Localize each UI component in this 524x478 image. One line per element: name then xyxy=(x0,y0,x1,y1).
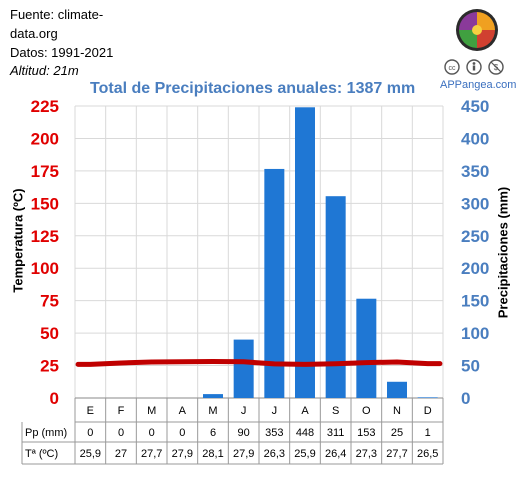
table-cell: 26,3 xyxy=(264,448,285,460)
table-cell: 0 xyxy=(87,427,93,439)
table-cell: 311 xyxy=(327,427,345,439)
left-tick-label: 125 xyxy=(31,227,59,246)
month-label: M xyxy=(147,405,156,417)
table-cell: 27,3 xyxy=(356,448,377,460)
month-label: M xyxy=(208,405,217,417)
table-cell: 353 xyxy=(265,427,283,439)
left-tick-label: 0 xyxy=(50,389,59,408)
appangea-logo-icon xyxy=(456,9,498,51)
left-tick-label: 25 xyxy=(40,357,59,376)
data-table: E F M A M J J A S O N D Pp (mm) 0 0 0 0 6 90 353 448 311 153 25… xyxy=(21,398,444,465)
data-period: Datos: 1991-2021 xyxy=(10,45,114,60)
month-label: N xyxy=(393,405,401,417)
precipitation-bar xyxy=(356,298,377,398)
precipitation-bar xyxy=(233,339,254,398)
left-axis: 0 25 50 75 100 125 150 175 200 225 xyxy=(31,97,59,408)
table-cell: 0 xyxy=(149,427,155,439)
left-tick-label: 150 xyxy=(31,194,59,213)
right-tick-label: 200 xyxy=(461,259,489,278)
precipitation-bar xyxy=(264,168,285,398)
left-tick-label: 200 xyxy=(31,129,59,148)
temperature-line xyxy=(75,359,443,367)
table-cell: 153 xyxy=(357,427,375,439)
month-label: S xyxy=(332,405,339,417)
month-label: A xyxy=(301,405,309,417)
table-cell: 25 xyxy=(391,427,403,439)
attribution-icon xyxy=(466,59,482,75)
right-tick-label: 50 xyxy=(461,357,480,376)
source-line: Fuente: climate- xyxy=(10,7,104,22)
month-label: E xyxy=(87,405,94,417)
svg-text:cc: cc xyxy=(449,65,457,72)
table-cell: 90 xyxy=(238,427,250,439)
month-label: D xyxy=(424,405,432,417)
table-cell: 27,7 xyxy=(141,448,162,460)
table-row-header: Pp (mm) xyxy=(25,427,67,439)
month-label: A xyxy=(179,405,187,417)
table-cell: 1 xyxy=(425,427,431,439)
left-tick-label: 175 xyxy=(31,162,59,181)
creative-commons-icon: cc xyxy=(444,59,460,75)
source-line: data.org xyxy=(10,26,58,41)
table-cell: 27,7 xyxy=(386,448,407,460)
table-cell: 26,5 xyxy=(417,448,438,460)
precipitation-bar xyxy=(417,397,438,398)
right-tick-label: 350 xyxy=(461,162,489,181)
right-tick-label: 0 xyxy=(461,389,470,408)
right-tick-label: 100 xyxy=(461,324,489,343)
altitude: Altitud: 21m xyxy=(10,63,79,78)
chart-title: Total de Precipitaciones anuales: 1387 m… xyxy=(90,80,416,97)
precipitation-bar xyxy=(387,381,407,398)
table-cell: 25,9 xyxy=(80,448,101,460)
month-label: F xyxy=(118,405,125,417)
left-tick-label: 75 xyxy=(40,292,59,311)
table-cell: 448 xyxy=(296,427,314,439)
month-label: O xyxy=(362,405,371,417)
month-label: J xyxy=(272,405,278,417)
temperature-line-path xyxy=(75,359,443,367)
table-cell: 27,9 xyxy=(233,448,254,460)
table-cell: 27,9 xyxy=(172,448,193,460)
left-tick-label: 225 xyxy=(31,97,59,116)
left-tick-label: 50 xyxy=(40,324,59,343)
precipitation-bar xyxy=(203,394,223,398)
table-cell: 26,4 xyxy=(325,448,346,460)
table-cell: 25,9 xyxy=(294,448,315,460)
table-cell: 27 xyxy=(115,448,127,460)
precipitation-bars xyxy=(203,107,438,398)
month-label: J xyxy=(241,405,247,417)
right-tick-label: 450 xyxy=(461,97,489,116)
precipitation-bar xyxy=(325,196,346,398)
right-tick-label: 250 xyxy=(461,227,489,246)
right-tick-label: 300 xyxy=(461,194,489,213)
right-tick-label: 150 xyxy=(461,292,489,311)
table-cell: 0 xyxy=(179,427,185,439)
noncommercial-icon: $ xyxy=(488,59,504,75)
grid xyxy=(74,105,444,399)
table-cell: 28,1 xyxy=(202,448,223,460)
table-cell: 0 xyxy=(118,427,124,439)
right-axis: 0 50 100 150 200 250 300 350 400 450 xyxy=(461,97,489,408)
precipitation-bar xyxy=(295,107,315,398)
brand-link[interactable]: APPangea.com xyxy=(440,79,517,91)
left-tick-label: 100 xyxy=(31,259,59,278)
table-row-header: Tª (ºC) xyxy=(25,448,58,460)
table-cell: 6 xyxy=(210,427,216,439)
right-tick-label: 400 xyxy=(461,129,489,148)
